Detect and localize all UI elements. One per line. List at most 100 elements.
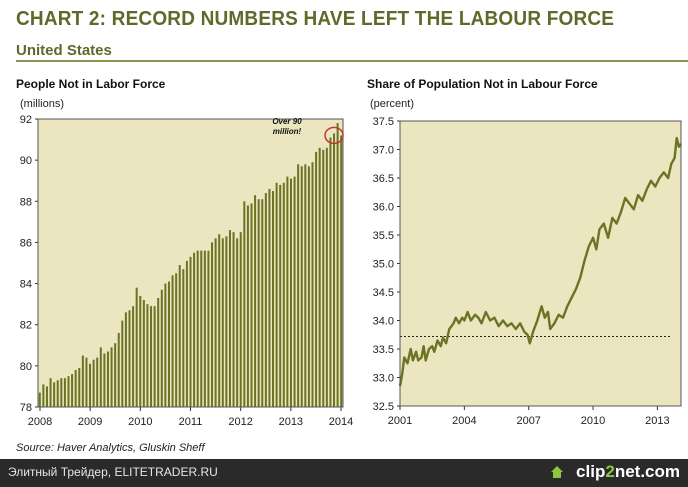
left-bar-55	[236, 238, 239, 407]
left-x-tick-label-2: 2010	[128, 416, 152, 428]
left-bar-15	[92, 359, 95, 407]
left-bar-44	[196, 250, 199, 407]
left-bar-57	[243, 201, 246, 407]
right-y-tick-label-9: 37.0	[373, 145, 394, 157]
left-bar-28	[139, 295, 142, 407]
left-bar-54	[232, 232, 235, 407]
left-bar-16	[96, 357, 99, 407]
left-bar-5	[56, 380, 59, 407]
right-y-tick-label-5: 35.0	[373, 259, 394, 271]
footer-bar: Элитный Трейдер, ELITETRADER.RU clip2net…	[0, 459, 688, 487]
left-x-tick-label-0: 2008	[28, 416, 52, 428]
left-bar-8	[67, 376, 70, 407]
left-bar-36	[167, 281, 170, 407]
chart-main-title: CHART 2: RECORD NUMBERS HAVE LEFT THE LA…	[16, 8, 615, 30]
left-x-tick-label-6: 2014	[329, 416, 353, 428]
left-bar-62	[261, 199, 264, 407]
left-bar-63	[264, 193, 267, 407]
logo-part3: net.com	[614, 462, 680, 481]
left-bar-78	[318, 147, 321, 408]
left-bar-64	[268, 188, 271, 407]
left-bar-83	[336, 123, 339, 407]
left-bar-82	[333, 133, 336, 407]
left-bar-56	[239, 232, 242, 407]
left-bar-6	[60, 378, 63, 407]
right-y-tick-label-1: 33.0	[373, 373, 394, 385]
left-bar-52	[225, 236, 228, 407]
left-bar-59	[250, 203, 253, 407]
left-bar-37	[171, 275, 174, 407]
left-bar-32	[153, 306, 156, 407]
left-bar-38	[175, 273, 178, 407]
right-plot-area	[400, 121, 681, 406]
left-bar-76	[311, 162, 314, 407]
left-bar-13	[85, 357, 88, 407]
left-bar-47	[207, 250, 210, 407]
left-bar-46	[203, 250, 206, 407]
left-bar-35	[164, 283, 167, 407]
right-y-tick-label-2: 33.5	[373, 344, 394, 356]
left-bar-0	[38, 392, 41, 407]
left-bar-45	[200, 250, 203, 407]
left-y-tick-label-0: 78	[20, 402, 32, 414]
title-rule	[16, 60, 688, 62]
left-bar-21	[114, 343, 117, 407]
left-bar-19	[106, 351, 109, 407]
left-y-tick-label-3: 84	[20, 279, 32, 291]
right-y-tick-label-4: 34.5	[373, 287, 394, 299]
left-bar-51	[221, 238, 224, 407]
left-bar-22	[117, 332, 120, 407]
left-y-tick-label-4: 86	[20, 237, 32, 249]
left-y-tick-label-1: 80	[20, 361, 32, 373]
logo-part1: clip	[576, 462, 606, 481]
left-bar-39	[178, 265, 181, 407]
left-bar-2	[45, 386, 48, 407]
right-plot-frame	[399, 120, 682, 407]
left-bar-10	[74, 369, 77, 407]
left-chart-unit: (millions)	[20, 98, 64, 110]
left-bar-33	[157, 297, 160, 407]
left-plot-frame	[37, 118, 344, 408]
left-annotation-circle	[324, 126, 344, 145]
left-bar-12	[81, 355, 84, 407]
left-bar-70	[289, 178, 292, 407]
left-bar-61	[257, 199, 260, 407]
left-bar-73	[300, 166, 303, 407]
left-bar-7	[63, 378, 66, 407]
right-y-tick-label-0: 32.5	[373, 401, 394, 413]
left-bar-1	[42, 384, 45, 407]
left-bar-23	[121, 320, 124, 407]
left-bar-31	[150, 306, 153, 407]
left-bar-26	[132, 306, 135, 407]
left-annotation-line-2: million!	[273, 127, 302, 136]
left-bar-14	[89, 363, 92, 407]
left-bar-11	[78, 367, 81, 407]
left-x-tick-label-1: 2009	[78, 416, 102, 428]
left-bar-75	[307, 166, 310, 407]
left-bar-68	[282, 182, 285, 407]
left-bar-60	[254, 195, 257, 407]
left-bar-40	[182, 269, 185, 407]
left-bar-48	[211, 242, 214, 407]
left-bar-67	[279, 184, 282, 407]
left-y-tick-label-5: 88	[20, 196, 32, 208]
clip2net-logo[interactable]: clip2net.com	[576, 462, 680, 482]
left-y-tick-label-2: 82	[20, 320, 32, 332]
right-y-tick-label-10: 37.5	[373, 116, 394, 128]
home-icon	[551, 466, 563, 478]
left-chart-title: People Not in Labor Force	[16, 77, 166, 91]
left-bar-58	[246, 205, 249, 407]
left-bar-65	[272, 191, 275, 407]
left-x-tick-label-5: 2013	[279, 416, 303, 428]
right-y-tick-label-8: 36.5	[373, 173, 394, 185]
left-bar-53	[228, 230, 231, 407]
left-bar-69	[286, 176, 289, 407]
right-x-tick-label-4: 2013	[645, 415, 669, 427]
left-bar-4	[53, 382, 56, 407]
right-x-tick-label-3: 2010	[581, 415, 605, 427]
left-bar-80	[325, 147, 328, 408]
left-x-tick-label-4: 2012	[228, 416, 252, 428]
footer-text: Элитный Трейдер, ELITETRADER.RU	[8, 465, 218, 479]
left-bar-17	[99, 347, 102, 407]
